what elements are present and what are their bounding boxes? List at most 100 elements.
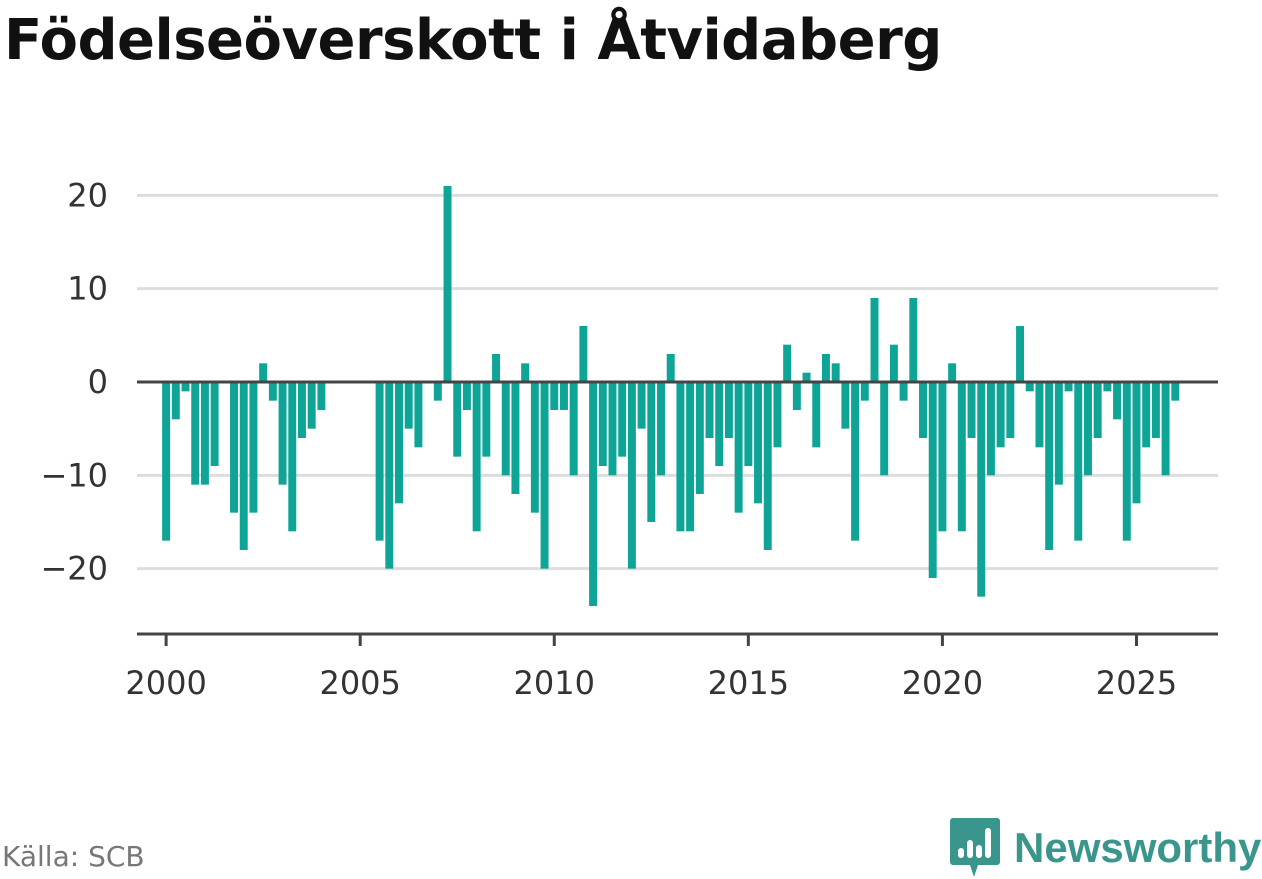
bar [821,354,830,382]
bar [1151,382,1160,438]
brand-logo[interactable]: Newsworthy [950,818,1261,878]
bar [1083,382,1092,476]
bar [957,382,966,532]
bar [1035,382,1044,448]
bar [482,382,491,457]
y-tick-label: 0 [88,363,108,401]
bar [792,382,801,410]
bar [249,382,258,513]
bar [754,382,763,504]
bar [928,382,937,578]
bar [317,382,326,410]
bar [715,382,724,466]
bar [1161,382,1170,476]
y-tick-label: 20 [67,176,108,214]
bar [288,382,297,532]
bar [889,344,898,382]
bar [938,382,947,532]
bar [1093,382,1102,438]
bar [1122,382,1131,541]
bar [230,382,239,513]
bar [472,382,481,532]
bar [1025,382,1034,392]
bar [1054,382,1063,485]
bar [1064,382,1073,392]
bar [724,382,733,438]
bar [870,298,879,382]
bar [385,382,394,569]
x-tick-label: 2020 [902,664,983,702]
bar [899,382,908,401]
bar [948,363,957,382]
bar [919,382,927,438]
bar [453,382,462,457]
bar [462,382,471,410]
x-tick-label: 2015 [708,664,789,702]
bar [851,382,860,541]
bar [977,382,986,597]
bar [200,382,209,485]
bar [550,382,559,410]
bar [395,382,403,504]
bar [618,382,627,457]
brand-name: Newsworthy [1014,824,1262,871]
bar [802,372,811,382]
bar [404,382,413,429]
bar [1171,382,1180,401]
bar [608,382,617,476]
bar [812,382,821,448]
y-tick-label: 10 [67,270,108,308]
bar [268,382,277,401]
source-note: Källa: SCB [2,840,145,873]
bar [686,382,695,532]
bar [540,382,549,569]
x-tick-label: 2000 [125,664,206,702]
bar [841,382,850,429]
bar [307,382,316,429]
bar [1142,382,1151,448]
bar [860,382,869,401]
y-tick-label: −10 [40,456,108,494]
bar [501,382,510,476]
bar [744,382,753,466]
bar [530,382,539,513]
bar [297,382,306,438]
bar [579,326,588,382]
bar [171,382,180,420]
x-tick-label: 2025 [1096,664,1177,702]
bar [521,363,530,382]
bar [783,344,792,382]
bar [1074,382,1083,541]
bar [676,382,685,532]
bar [773,382,782,448]
bar [1113,382,1122,420]
bar [191,382,200,485]
bar [695,382,704,494]
bar [278,382,287,485]
bar [181,382,190,392]
chart-title: Födelseöverskott i Åtvidaberg [4,8,942,73]
bar [559,382,568,410]
y-tick-label: −20 [40,550,108,588]
bar [511,382,520,494]
bars [162,186,1180,606]
bar [705,382,714,438]
bar [647,382,656,522]
bar [880,382,889,476]
bar [259,363,268,382]
bar [986,382,995,476]
bar [210,382,219,466]
bar [637,382,646,429]
bar [375,382,384,541]
x-tick-label: 2005 [319,664,400,702]
bar [996,382,1005,448]
bar [1006,382,1015,438]
bar [433,382,442,401]
bar [1045,382,1054,550]
bar [443,186,452,382]
bar [589,382,598,606]
bar [909,298,918,382]
bar [492,354,501,382]
